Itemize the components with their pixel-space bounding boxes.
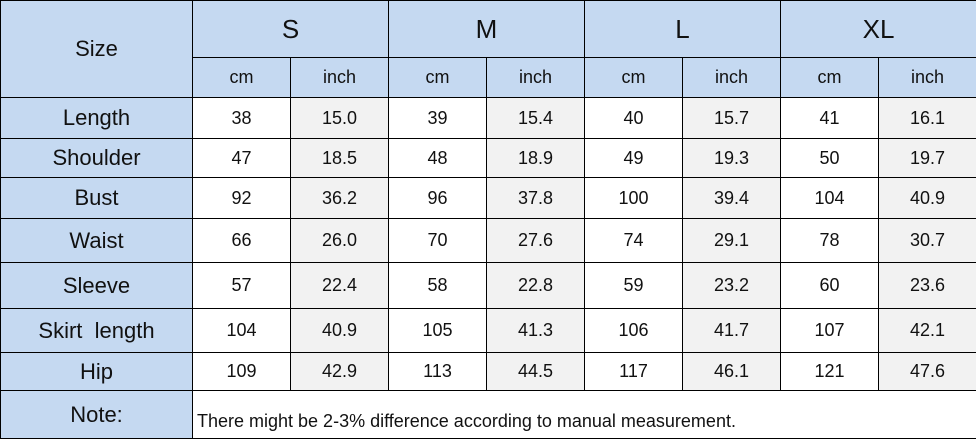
cell: 100 <box>585 178 683 219</box>
corner-header: Size <box>1 1 193 98</box>
unit-header: inch <box>291 58 389 98</box>
cell: 22.8 <box>487 263 585 309</box>
cell: 121 <box>781 353 879 391</box>
cell: 42.9 <box>291 353 389 391</box>
unit-header: inch <box>683 58 781 98</box>
cell: 47.6 <box>879 353 976 391</box>
size-header: XL <box>781 1 976 58</box>
cell: 106 <box>585 309 683 353</box>
unit-header: cm <box>585 58 683 98</box>
cell: 96 <box>389 178 487 219</box>
cell: 15.7 <box>683 98 781 139</box>
cell: 40.9 <box>291 309 389 353</box>
size-header: M <box>389 1 585 58</box>
cell: 107 <box>781 309 879 353</box>
cell: 41.3 <box>487 309 585 353</box>
unit-header: cm <box>193 58 291 98</box>
cell: 117 <box>585 353 683 391</box>
unit-header: cm <box>389 58 487 98</box>
cell: 70 <box>389 219 487 263</box>
cell: 104 <box>193 309 291 353</box>
cell: 109 <box>193 353 291 391</box>
cell: 78 <box>781 219 879 263</box>
cell: 58 <box>389 263 487 309</box>
cell: 18.5 <box>291 139 389 178</box>
cell: 16.1 <box>879 98 976 139</box>
cell: 46.1 <box>683 353 781 391</box>
cell: 49 <box>585 139 683 178</box>
cell: 22.4 <box>291 263 389 309</box>
cell: 40 <box>585 98 683 139</box>
unit-header: cm <box>781 58 879 98</box>
size-header: S <box>193 1 389 58</box>
row: Note:There might be 2-3% difference acco… <box>1 391 976 439</box>
cell: 104 <box>781 178 879 219</box>
cell: 105 <box>389 309 487 353</box>
cell: 19.7 <box>879 139 976 178</box>
cell: 50 <box>781 139 879 178</box>
cell: 15.0 <box>291 98 389 139</box>
cell: 48 <box>389 139 487 178</box>
cell: 113 <box>389 353 487 391</box>
cell: 42.1 <box>879 309 976 353</box>
cell: 39 <box>389 98 487 139</box>
cell: 23.2 <box>683 263 781 309</box>
cell: 36.2 <box>291 178 389 219</box>
cell: 19.3 <box>683 139 781 178</box>
cell: 60 <box>781 263 879 309</box>
cell: 29.1 <box>683 219 781 263</box>
cell: 26.0 <box>291 219 389 263</box>
cell: 92 <box>193 178 291 219</box>
cell: 41 <box>781 98 879 139</box>
cell: 27.6 <box>487 219 585 263</box>
cell: 47 <box>193 139 291 178</box>
row-label: Waist <box>1 219 193 263</box>
cell: 18.9 <box>487 139 585 178</box>
row-label: Sleeve <box>1 263 193 309</box>
cell: 23.6 <box>879 263 976 309</box>
row-label: Shoulder <box>1 139 193 178</box>
cell: 30.7 <box>879 219 976 263</box>
cell: 44.5 <box>487 353 585 391</box>
unit-header: inch <box>879 58 976 98</box>
cell: 66 <box>193 219 291 263</box>
cell: 57 <box>193 263 291 309</box>
cell: 41.7 <box>683 309 781 353</box>
cell: 38 <box>193 98 291 139</box>
note-label: Note: <box>1 391 193 439</box>
size-header: L <box>585 1 781 58</box>
row-label: Hip <box>1 353 193 391</box>
row-label: Bust <box>1 178 193 219</box>
cell: 59 <box>585 263 683 309</box>
cell: 74 <box>585 219 683 263</box>
row-label: Skirt length <box>1 309 193 353</box>
row-label: Length <box>1 98 193 139</box>
note-text: There might be 2-3% difference according… <box>193 391 976 439</box>
cell: 15.4 <box>487 98 585 139</box>
unit-header: inch <box>487 58 585 98</box>
cell: 40.9 <box>879 178 976 219</box>
cell: 37.8 <box>487 178 585 219</box>
cell: 39.4 <box>683 178 781 219</box>
